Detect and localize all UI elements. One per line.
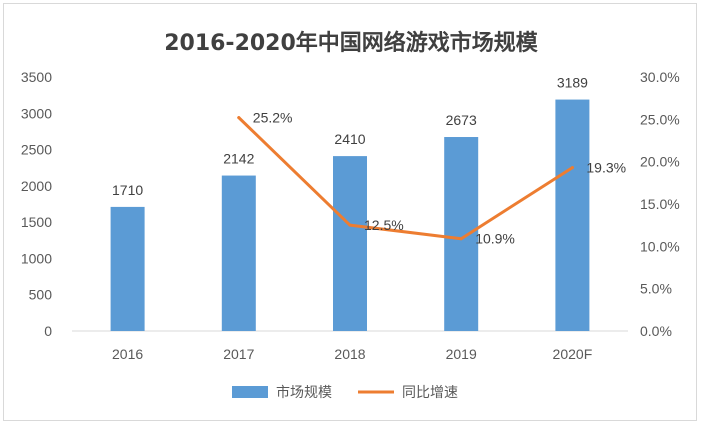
y-left-tick-label: 0: [44, 323, 52, 339]
line-point: [237, 116, 241, 120]
bar: [110, 206, 145, 331]
bar-value-label: 2673: [446, 112, 477, 128]
legend-swatch-bar: [232, 386, 268, 398]
y-right-tick-label: 30.0%: [640, 69, 680, 85]
x-tick-label: 2019: [446, 346, 477, 362]
bar-value-label: 1710: [112, 182, 143, 198]
bar: [333, 156, 367, 331]
y-right-tick-label: 15.0%: [640, 196, 680, 212]
bar-value-label: 2410: [334, 131, 365, 147]
y-right-tick-label: 10.0%: [640, 238, 680, 254]
y-left-tick-label: 1000: [21, 250, 52, 266]
line-point: [348, 223, 352, 227]
bar: [555, 99, 590, 331]
y-left-tick-label: 3500: [21, 69, 52, 85]
line-value-label: 10.9%: [475, 231, 515, 247]
growth-line: [237, 116, 574, 241]
legend-label-line: 同比增速: [402, 385, 458, 401]
legend: 市场规模 同比增速: [232, 384, 458, 401]
bar: [221, 175, 256, 331]
y-right-tick-label: 25.0%: [640, 111, 680, 127]
y-right-tick-label: 5.0%: [640, 281, 672, 297]
y-left-tick-label: 500: [29, 287, 53, 303]
y-left-tick-label: 2500: [21, 142, 52, 158]
bar-value-label: 3189: [557, 75, 588, 91]
legend-label-bar: 市场规模: [276, 384, 332, 401]
axes: 0 500 1000 1500 2000 2500 3000 3500 0.0% 5.0% 10.0…: [21, 69, 680, 362]
x-tick-label: 2018: [334, 346, 365, 362]
line-point: [459, 237, 463, 241]
x-tick-label: 2020F: [553, 346, 593, 362]
y-right-tick-label: 20.0%: [640, 154, 680, 170]
x-tick-label: 2016: [112, 346, 143, 362]
y-left-tick-label: 3000: [21, 105, 52, 121]
data-labels: 1710 2142 2410 2673 3189 25.2% 12.5% 10.9% 19.3%: [112, 75, 626, 247]
bar-value-label: 2142: [223, 151, 254, 167]
bar: [444, 137, 479, 331]
y-left-tick-label: 2000: [21, 178, 52, 194]
line-value-label: 25.2%: [253, 110, 293, 126]
chart-title: 2016-2020年中国网络游戏市场规模: [164, 30, 539, 56]
line-point: [570, 166, 574, 170]
y-right-tick-label: 0.0%: [640, 323, 672, 339]
line-value-label: 12.5%: [364, 217, 404, 233]
bar-series: [110, 99, 590, 331]
x-tick-label: 2017: [223, 346, 254, 362]
line-value-label: 19.3%: [586, 160, 626, 176]
line-series: [237, 116, 574, 241]
y-left-tick-label: 1500: [21, 214, 52, 230]
